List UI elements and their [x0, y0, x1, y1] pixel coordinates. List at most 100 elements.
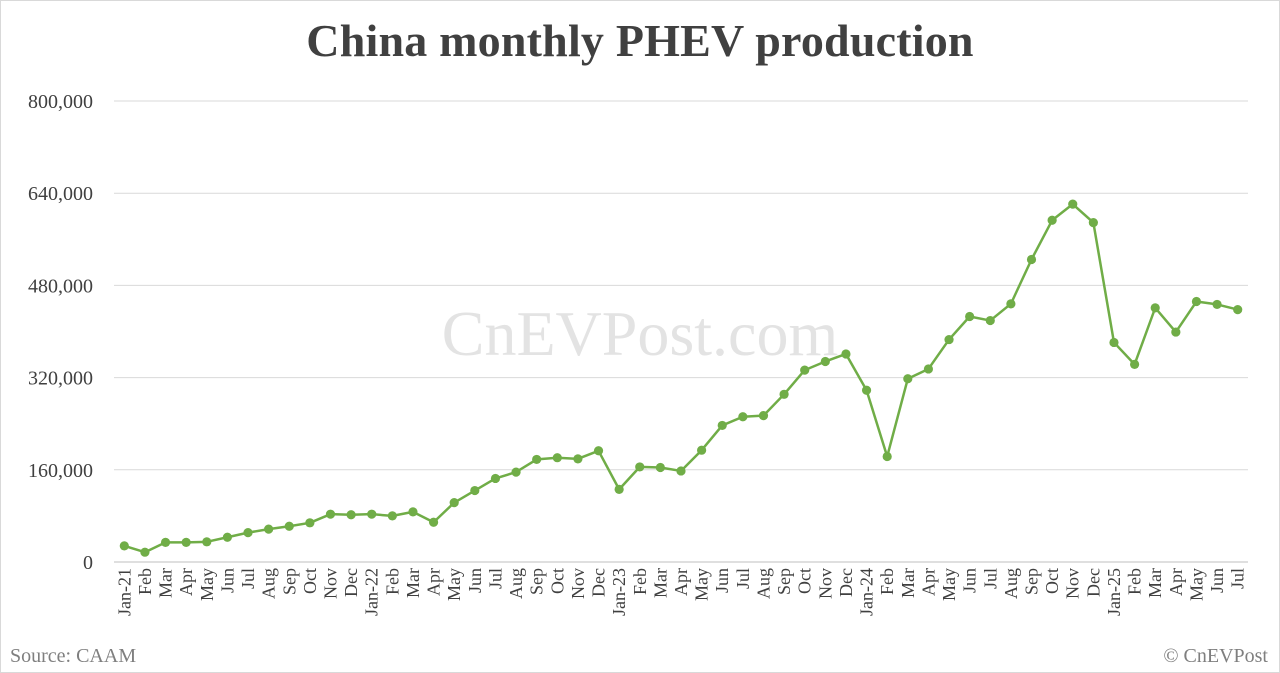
data-point — [1150, 303, 1160, 313]
x-tick-label: Nov — [320, 568, 340, 599]
data-point — [325, 509, 336, 519]
x-tick-label: Aug — [753, 568, 773, 599]
x-tick-label: Jul — [1228, 568, 1248, 589]
x-tick-label: Jan-25 — [1104, 568, 1124, 616]
data-point — [655, 462, 665, 473]
y-tick-label: 160,000 — [28, 460, 93, 482]
x-tick-label: Mar — [898, 568, 918, 598]
x-tick-label: Jun — [712, 568, 732, 593]
x-tick-label: Aug — [506, 568, 526, 599]
data-point — [820, 356, 830, 367]
data-point — [676, 466, 686, 476]
x-tick-label: Jan-22 — [362, 568, 382, 616]
x-tick-label: Jan-24 — [857, 568, 877, 616]
series-line — [123, 202, 1238, 554]
y-tick-label: 800,000 — [28, 91, 93, 113]
data-point — [738, 412, 748, 422]
x-tick-label: Jun — [1207, 568, 1227, 593]
data-point — [717, 420, 727, 431]
x-tick-label: Nov — [815, 568, 835, 599]
x-tick-label: Jan-21 — [114, 568, 134, 616]
watermark-text: CnEVPost.com — [442, 298, 838, 369]
x-tick-label: Sep — [774, 568, 794, 595]
data-point — [470, 485, 480, 496]
x-tick-label: Sep — [279, 568, 299, 595]
x-tick-label: Apr — [176, 568, 196, 596]
x-tick-label: Apr — [1166, 568, 1186, 596]
x-tick-label: Aug — [1001, 568, 1021, 599]
data-point — [758, 411, 769, 421]
y-tick-label: 0 — [83, 552, 93, 574]
data-point — [965, 311, 975, 322]
data-point — [140, 547, 150, 557]
data-point — [573, 454, 583, 464]
data-point — [635, 462, 645, 472]
data-point — [593, 446, 604, 456]
x-tick-label: Jul — [485, 568, 505, 589]
x-tick-label: Dec — [341, 568, 361, 597]
data-point — [1006, 299, 1016, 309]
data-point — [1233, 305, 1243, 315]
data-point — [305, 518, 315, 528]
data-point — [243, 528, 253, 538]
x-tick-label: Jul — [733, 568, 753, 589]
x-tick-label: Feb — [1125, 568, 1145, 595]
x-tick-label: May — [692, 568, 712, 601]
data-point — [284, 521, 294, 531]
data-point — [490, 473, 501, 484]
data-point — [222, 532, 232, 542]
data-point — [985, 315, 995, 326]
x-tick-label: Nov — [1063, 568, 1083, 599]
x-tick-label: Dec — [836, 568, 856, 597]
data-point — [181, 537, 191, 548]
x-tick-label: Jun — [465, 568, 485, 593]
x-tick-label: Mar — [403, 568, 423, 598]
x-tick-label: Dec — [589, 568, 609, 597]
data-point — [511, 467, 521, 477]
x-tick-label: Apr — [424, 568, 444, 596]
x-tick-label: Jun — [217, 568, 237, 593]
data-point — [614, 484, 624, 494]
data-point — [1212, 299, 1222, 310]
x-tick-label: Dec — [1083, 568, 1103, 597]
x-tick-label: May — [444, 568, 464, 601]
data-point — [202, 537, 212, 547]
x-tick-label: Sep — [1022, 568, 1042, 595]
data-point — [346, 510, 356, 520]
data-point — [923, 364, 934, 374]
data-point — [449, 498, 459, 508]
data-point — [367, 509, 377, 519]
x-tick-label: Mar — [650, 568, 670, 598]
x-tick-label: Mar — [156, 568, 176, 598]
x-tick-label: Apr — [918, 568, 938, 596]
x-tick-label: Mar — [1145, 568, 1165, 598]
data-point — [1088, 217, 1098, 228]
x-tick-label: Jul — [980, 568, 1000, 589]
x-axis-ticks: Jan-21 Feb Mar Apr May Jun Jul Aug Sep Oct Nov Dec J… — [114, 568, 1247, 616]
x-tick-label: Oct — [547, 568, 567, 594]
chart-title: China monthly PHEV production — [306, 15, 974, 66]
data-point — [841, 349, 851, 359]
data-point — [1047, 215, 1057, 225]
x-tick-label: Jul — [238, 568, 258, 589]
series-line-layer — [123, 202, 1238, 554]
data-point — [408, 507, 418, 517]
data-point — [1026, 254, 1037, 265]
data-point — [387, 511, 397, 521]
data-point — [119, 541, 129, 551]
data-point — [552, 453, 562, 463]
data-point — [903, 374, 913, 384]
data-point — [1130, 359, 1140, 369]
data-point — [1191, 296, 1202, 307]
x-tick-label: Apr — [671, 568, 691, 596]
data-point — [1109, 337, 1119, 348]
x-tick-label: May — [939, 568, 959, 601]
data-point — [779, 389, 789, 399]
y-tick-label: 640,000 — [28, 183, 93, 205]
x-tick-label: May — [1186, 568, 1206, 601]
x-tick-label: Feb — [382, 568, 402, 595]
x-tick-label: Aug — [259, 568, 279, 599]
x-tick-label: Sep — [527, 568, 547, 595]
